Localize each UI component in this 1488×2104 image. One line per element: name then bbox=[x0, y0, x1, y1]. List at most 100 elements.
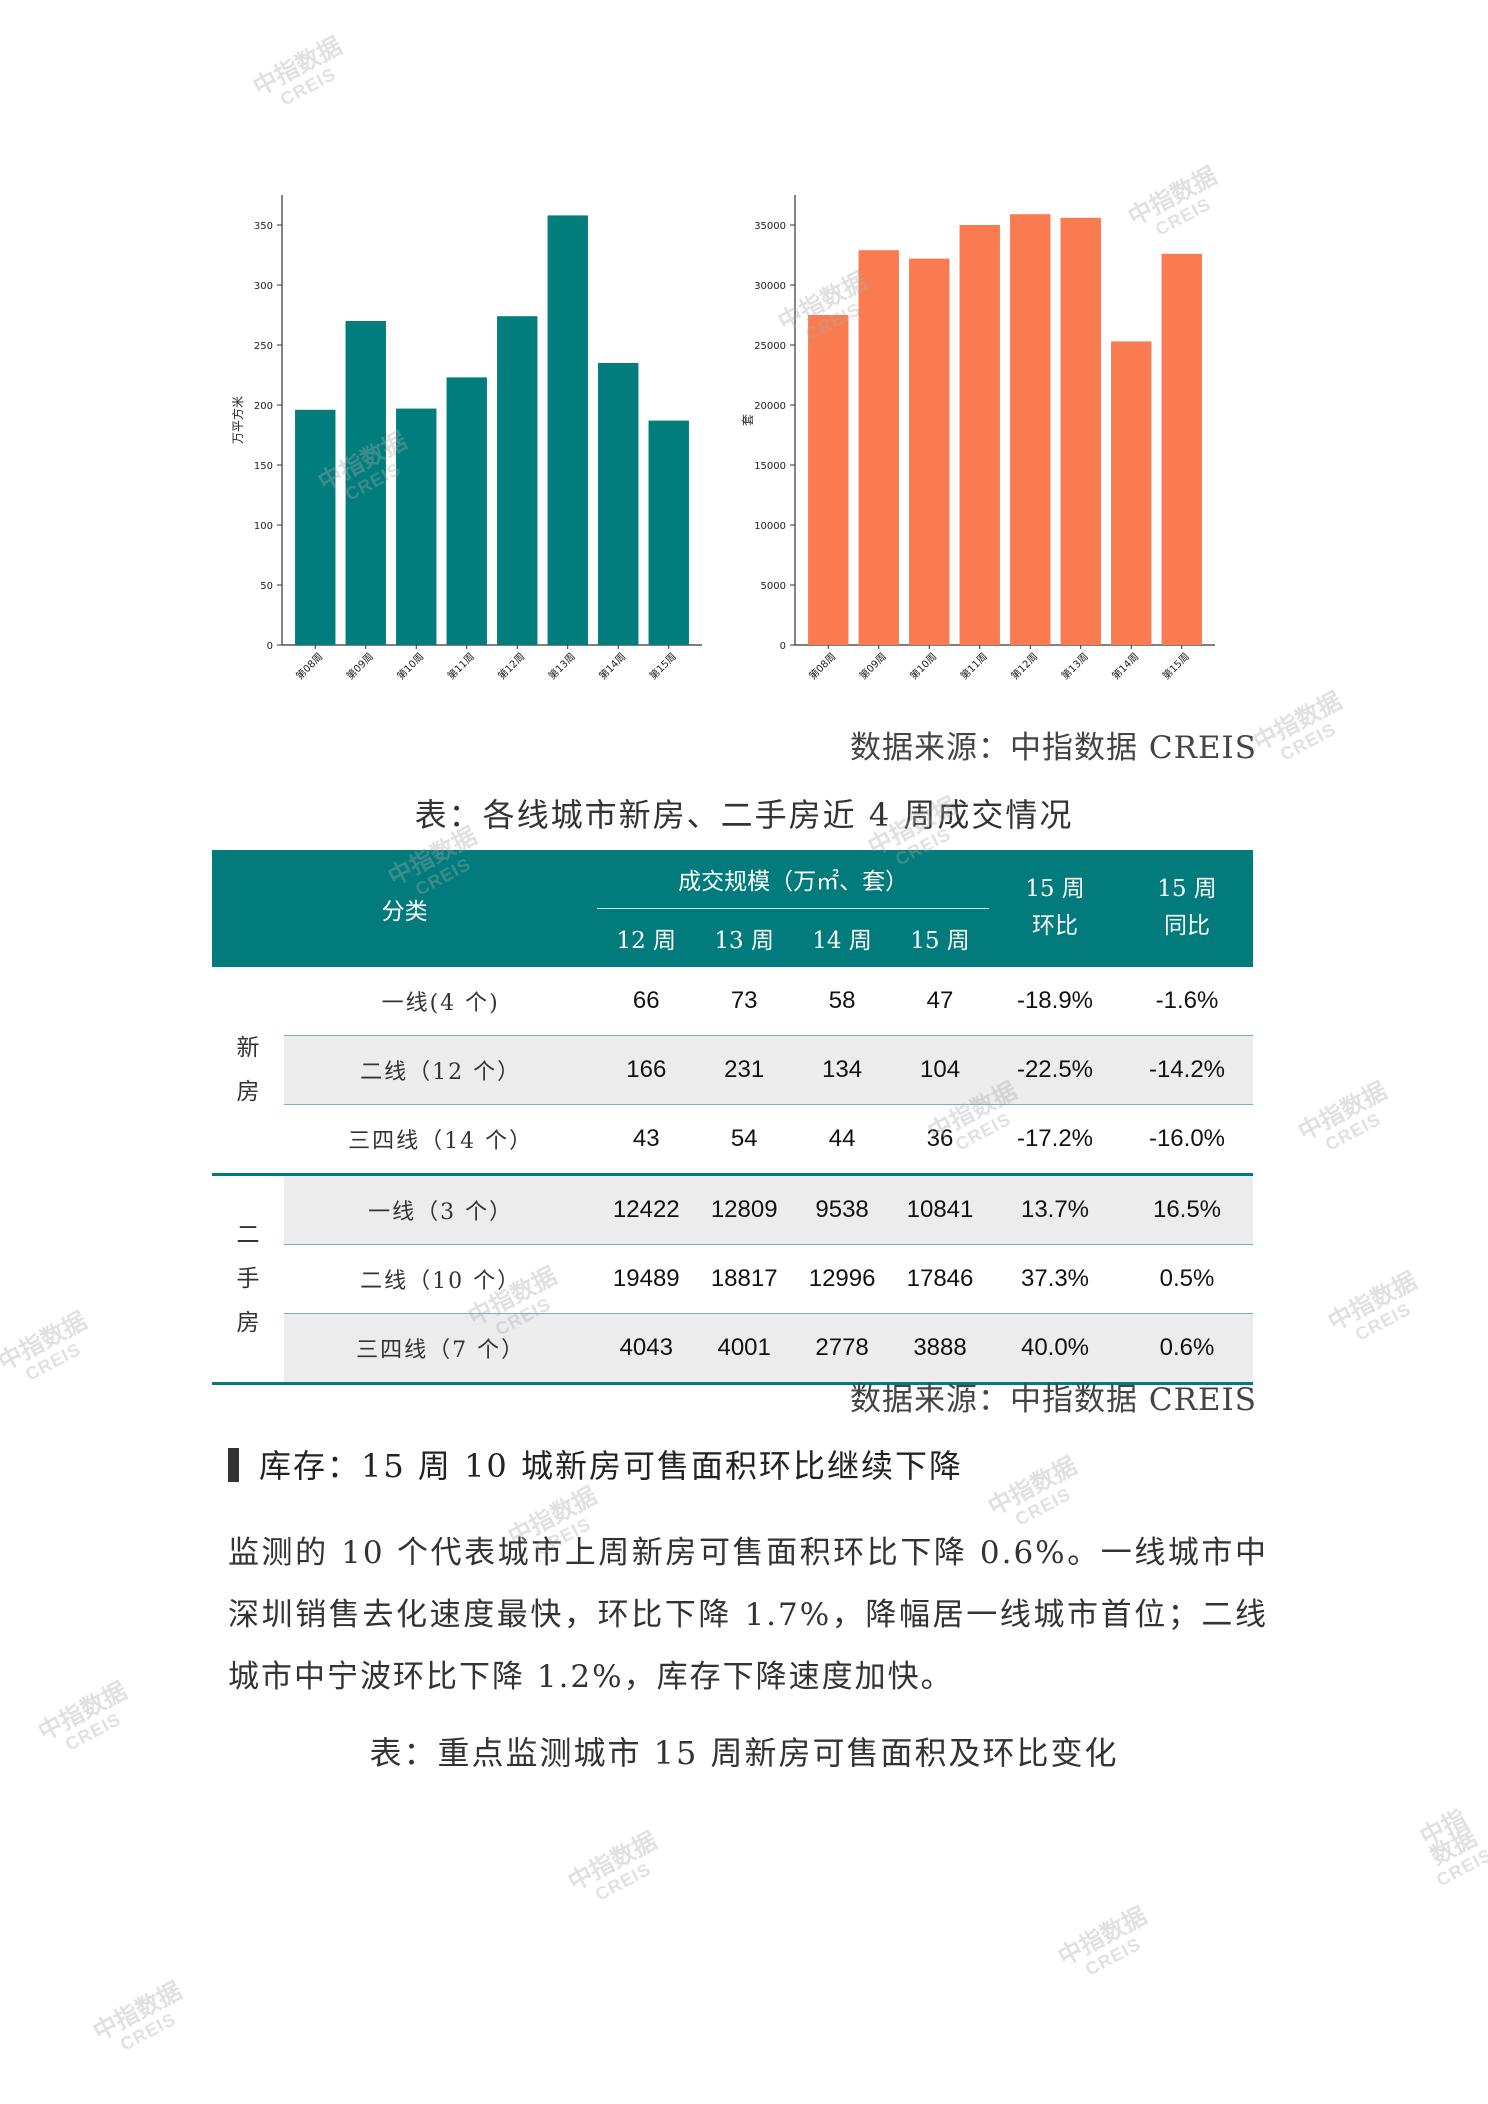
table-cell: 17846 bbox=[891, 1244, 989, 1314]
bar bbox=[345, 321, 386, 645]
header-yoy-top: 15 周 bbox=[1157, 875, 1217, 902]
watermark-creis: 中指数据 CREIS bbox=[0, 1307, 101, 1394]
x-tick-label: 第10周 bbox=[907, 650, 939, 682]
heading-bar bbox=[228, 1448, 239, 1482]
table-cell: 19489 bbox=[597, 1244, 696, 1314]
data-source-1: 数据来源：中指数据 CREIS bbox=[850, 730, 1258, 766]
bar bbox=[858, 250, 899, 645]
x-tick-label: 第15周 bbox=[647, 650, 679, 682]
transaction-table: 分类 成交规模（万㎡、套） 15 周 环比 15 周 同比 12 周 13 周 … bbox=[212, 850, 1253, 1385]
header-week: 13 周 bbox=[695, 908, 794, 967]
bar bbox=[295, 409, 336, 645]
table2-caption: 表：重点监测城市 15 周新房可售面积及环比变化 bbox=[369, 1734, 1119, 1772]
x-tick-label: 第11周 bbox=[958, 650, 990, 682]
table-cell: 4043 bbox=[597, 1313, 696, 1385]
table-row: 二线（12 个） 166 231 134 104 -22.5% -14.2% bbox=[212, 1035, 1253, 1105]
yoy-cell: 0.6% bbox=[1121, 1313, 1253, 1385]
bar bbox=[1010, 214, 1051, 645]
table-cell: 18817 bbox=[695, 1244, 794, 1314]
table-cell: 44 bbox=[793, 1104, 892, 1176]
x-tick-label: 第12周 bbox=[495, 650, 527, 682]
x-tick-label: 第09周 bbox=[344, 650, 376, 682]
mom-cell: -17.2% bbox=[989, 1104, 1121, 1176]
yoy-cell: -1.6% bbox=[1121, 967, 1253, 1036]
table-cell: 3888 bbox=[891, 1313, 989, 1385]
y-tick-label: 30000 bbox=[754, 281, 786, 292]
table-cell: 58 bbox=[793, 967, 892, 1036]
yoy-cell: 16.5% bbox=[1121, 1174, 1253, 1245]
table-row: 新 房一线(4 个) 66 73 58 47 -18.9% -1.6% bbox=[212, 967, 1253, 1176]
watermark-creis: 中指数据 CREIS bbox=[1324, 1267, 1430, 1354]
row-label: 一线（3 个） bbox=[284, 1174, 598, 1245]
x-tick-label: 第14周 bbox=[596, 650, 628, 682]
bar bbox=[547, 215, 588, 645]
chart-new-house-area: 0 50 100 150 200 250 300 350 万平方米 第08周 第09周 第10周 第11… bbox=[230, 190, 752, 714]
x-tick-label: 第13周 bbox=[1059, 650, 1091, 682]
table-cell: 43 bbox=[597, 1104, 696, 1176]
bar bbox=[1060, 217, 1101, 646]
table-row: 二线（10 个） 19489 18817 12996 17846 37.3% 0.5% bbox=[212, 1244, 1253, 1314]
watermark-creis: 中指数据 CREIS bbox=[249, 32, 355, 119]
table-cell: 36 bbox=[891, 1104, 989, 1176]
header-scale: 成交规模（万㎡、套） bbox=[597, 850, 989, 909]
header-category: 分类 bbox=[212, 850, 598, 967]
table-cell: 104 bbox=[891, 1035, 989, 1105]
table-cell: 166 bbox=[597, 1035, 696, 1105]
y-axis-label: 万平方米 bbox=[232, 396, 245, 444]
mom-cell: 13.7% bbox=[989, 1174, 1121, 1245]
row-label: 二线（12 个） bbox=[284, 1035, 598, 1105]
x-tick-label: 第14周 bbox=[1109, 650, 1141, 682]
row-label: 三四线（7 个） bbox=[284, 1313, 598, 1385]
y-tick-label: 100 bbox=[254, 521, 273, 532]
section-heading: 库存：15 周 10 城新房可售面积环比继续下降 bbox=[228, 1441, 963, 1487]
table-row: 三四线（14 个） 43 54 44 36 -17.2% -16.0% bbox=[212, 1104, 1253, 1176]
group-label: 二 手 房 bbox=[212, 1174, 284, 1385]
bar bbox=[497, 316, 538, 645]
header-week: 14 周 bbox=[793, 908, 892, 967]
table-cell: 66 bbox=[597, 967, 696, 1036]
mom-cell: -18.9% bbox=[989, 967, 1121, 1036]
bar bbox=[909, 258, 950, 645]
header-week: 15 周 bbox=[891, 908, 989, 967]
table-cell: 73 bbox=[695, 967, 794, 1036]
y-tick-label: 300 bbox=[254, 281, 273, 292]
table-cell: 54 bbox=[695, 1104, 794, 1176]
bar bbox=[648, 420, 689, 645]
x-tick-label: 第08周 bbox=[293, 650, 325, 682]
header-scale-label: 成交规模（万㎡、套） bbox=[678, 869, 909, 895]
y-tick-label: 35000 bbox=[754, 221, 786, 232]
table-cell: 2778 bbox=[793, 1313, 892, 1385]
watermark-creis: 中指数据 CREIS bbox=[1054, 1902, 1160, 1989]
table-cell: 4001 bbox=[695, 1313, 794, 1385]
x-tick-label: 第12周 bbox=[1008, 650, 1040, 682]
table-row: 二 手 房一线（3 个） 12422 12809 9538 10841 13.7% 16.5… bbox=[212, 1174, 1253, 1385]
header-week: 12 周 bbox=[597, 908, 696, 967]
row-label: 三四线（14 个） bbox=[284, 1104, 598, 1176]
y-tick-label: 350 bbox=[254, 221, 273, 232]
y-tick-label: 10000 bbox=[754, 521, 786, 532]
bar bbox=[396, 408, 437, 645]
watermark-creis: 中指数据 CREIS bbox=[1249, 687, 1355, 774]
mom-cell: -22.5% bbox=[989, 1035, 1121, 1105]
bar bbox=[598, 363, 639, 645]
chart-new-house-units: 0 5000 10000 15000 20000 25000 30000 35000 套第08周… bbox=[740, 190, 1260, 714]
header-mom-top: 15 周 bbox=[1025, 875, 1085, 902]
table-cell: 12809 bbox=[695, 1174, 794, 1245]
chart-svg-units: 0 5000 10000 15000 20000 25000 30000 35000 套第08周… bbox=[741, 195, 1215, 682]
header-mom-bottom: 环比 bbox=[1032, 912, 1078, 939]
header-yoy-bottom: 同比 bbox=[1164, 912, 1210, 939]
y-tick-label: 150 bbox=[254, 461, 273, 472]
table-cell: 9538 bbox=[793, 1174, 892, 1245]
x-tick-label: 第09周 bbox=[857, 650, 889, 682]
watermark-creis: 中指数据 CREIS bbox=[1408, 1803, 1488, 1893]
table-cell: 12996 bbox=[793, 1244, 892, 1314]
watermark-creis: 中指数据 CREIS bbox=[564, 1827, 670, 1914]
x-tick-label: 第08周 bbox=[806, 650, 838, 682]
bar bbox=[1111, 341, 1152, 645]
bar bbox=[1161, 253, 1202, 646]
x-tick-label: 第13周 bbox=[546, 650, 578, 682]
table-cell: 10841 bbox=[891, 1174, 989, 1245]
table-row: 三四线（7 个） 4043 4001 2778 3888 40.0% 0.6% bbox=[212, 1313, 1253, 1385]
y-tick-label: 200 bbox=[254, 401, 273, 412]
